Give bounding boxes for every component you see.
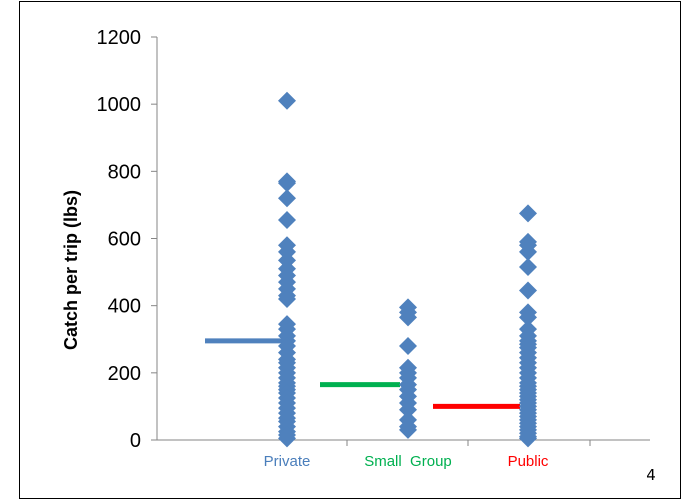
data-point [399, 400, 417, 419]
data-point [278, 174, 296, 193]
y-tick-label: 400 [108, 296, 141, 318]
y-axis-label: Catch per trip (lbs) [61, 190, 81, 350]
mean-lines [205, 338, 520, 409]
data-points [278, 91, 537, 448]
data-point [519, 258, 537, 277]
data-point [278, 289, 296, 308]
data-point [399, 336, 417, 355]
x-category-label: Public [508, 453, 549, 470]
y-tick-label: 200 [108, 363, 141, 385]
y-tick-label: 1000 [97, 94, 142, 116]
data-point [519, 308, 537, 327]
y-tick-label: 800 [108, 161, 141, 183]
data-point [519, 281, 537, 300]
x-category-label: Private [264, 453, 311, 470]
axis-labels: Catch per trip (lbs) Private Small Group P… [61, 190, 549, 470]
x-category-label: Small Group [364, 453, 452, 470]
chart-frame [19, 1, 681, 499]
data-point [278, 211, 296, 230]
data-point [519, 204, 537, 223]
data-point [278, 429, 296, 448]
axes: 0 200 400 600 800 1000 1200 [97, 27, 650, 452]
data-point [519, 242, 537, 261]
data-point [278, 189, 296, 208]
data-point [519, 429, 537, 448]
data-point [399, 420, 417, 439]
y-tick-label: 1200 [97, 27, 142, 49]
y-tick-label: 0 [130, 430, 141, 452]
page-number: 4 [646, 466, 656, 484]
data-point [278, 91, 296, 110]
y-tick-label: 600 [108, 229, 141, 251]
data-point [399, 308, 417, 327]
